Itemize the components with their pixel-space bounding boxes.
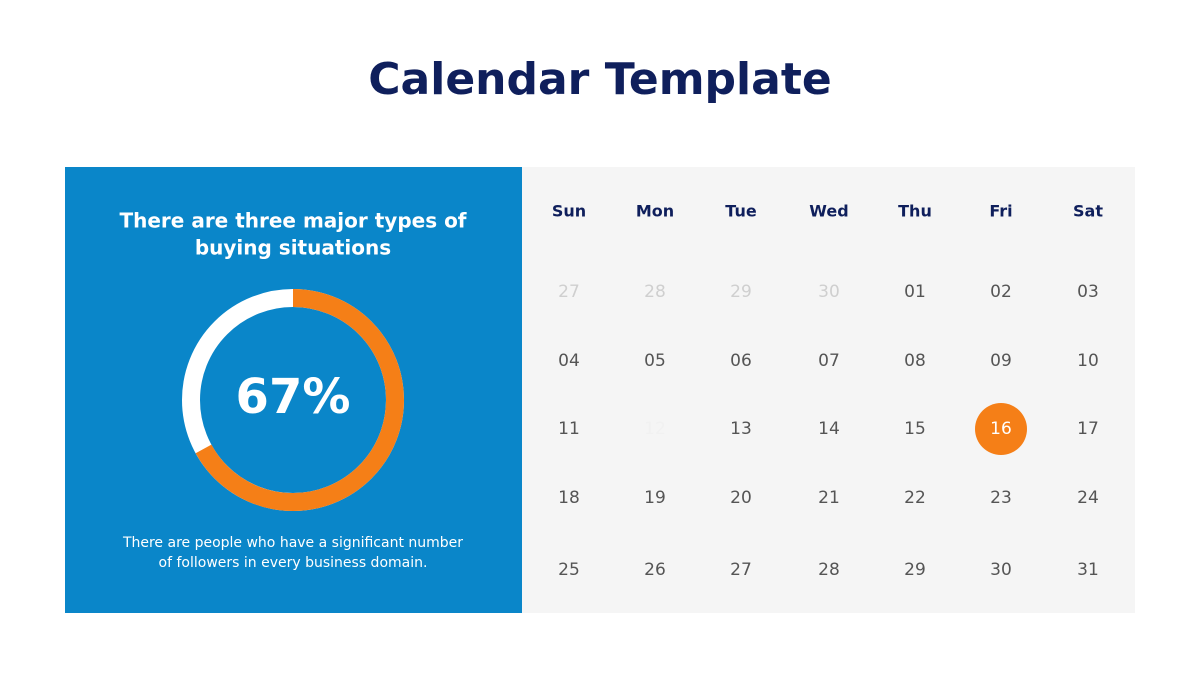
weekday-label: Wed [809, 202, 848, 221]
highlight-circle [975, 403, 1027, 455]
calendar-day: 15 [904, 419, 926, 439]
title: Calendar Template [368, 54, 831, 105]
calendar-day: 21 [818, 488, 840, 508]
calendar-day: 10 [1077, 351, 1099, 371]
calendar-day: 19 [644, 488, 666, 508]
calendar-day: 02 [990, 282, 1012, 302]
calendar-day: 23 [990, 488, 1012, 508]
calendar-day: 07 [818, 351, 840, 371]
panel-heading: buying situations [195, 236, 391, 260]
weekday-label: Sun [552, 202, 586, 221]
donut-label: 67% [236, 369, 351, 425]
panel-note: There are people who have a significant … [122, 535, 463, 551]
calendar-day: 13 [730, 419, 752, 439]
calendar-day: 28 [644, 282, 666, 302]
calendar-day: 29 [904, 560, 926, 580]
calendar-day: 30 [990, 560, 1012, 580]
calendar-day: 11 [558, 419, 580, 439]
calendar-day: 18 [558, 488, 580, 508]
weekday-label: Tue [725, 202, 757, 221]
donut-arc [182, 289, 404, 511]
calendar-day: 24 [1077, 488, 1099, 508]
calendar-day: 08 [904, 351, 926, 371]
calendar-day: 01 [904, 282, 926, 302]
info-panel [65, 167, 522, 613]
calendar-day: 27 [730, 560, 752, 580]
calendar-day: 17 [1077, 419, 1099, 439]
weekday-label: Sat [1073, 202, 1103, 221]
calendar-day: 04 [558, 351, 580, 371]
calendar-day: 31 [1077, 560, 1099, 580]
calendar-day: 09 [990, 351, 1012, 371]
calendar-day: 27 [558, 282, 580, 302]
calendar-day: 29 [730, 282, 752, 302]
weekday-label: Thu [898, 202, 932, 221]
weekday-label: Mon [636, 202, 674, 221]
calendar-day: 16 [990, 419, 1012, 439]
calendar-day: 28 [818, 560, 840, 580]
calendar-day: 30 [818, 282, 840, 302]
calendar-day: 05 [644, 351, 666, 371]
panel-note: of followers in every business domain. [159, 555, 428, 571]
calendar-day: 03 [1077, 282, 1099, 302]
calendar-day: 06 [730, 351, 752, 371]
calendar-day: 22 [904, 488, 926, 508]
calendar-day: 26 [644, 560, 666, 580]
calendar-day: 12 [644, 419, 666, 439]
calendar-panel [522, 167, 1135, 613]
calendar-day: 14 [818, 419, 840, 439]
panel-heading: There are three major types of [119, 209, 466, 233]
calendar-day: 25 [558, 560, 580, 580]
weekday-label: Fri [989, 202, 1012, 221]
calendar-day: 20 [730, 488, 752, 508]
